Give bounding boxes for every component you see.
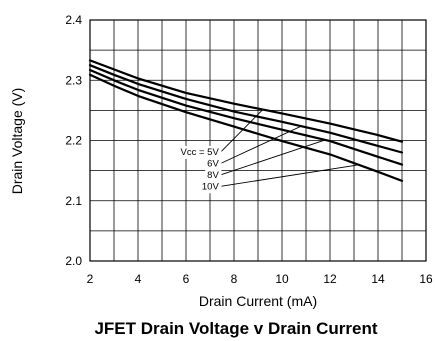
x-tick-label: 2 (87, 272, 94, 286)
x-tick-label: 16 (419, 272, 433, 286)
series-line-0 (88, 59, 404, 143)
y-tick-label: 2.0 (65, 254, 82, 268)
y-axis-label: Drain Voltage (V) (9, 88, 25, 195)
x-tick-label: 6 (183, 272, 190, 286)
plot-frame (89, 19, 427, 262)
tick-labels: 2 4 6 8 10 12 14 16 2.0 2.1 2.2 2.3 2.4 (65, 13, 433, 286)
annotation-label-background (205, 157, 222, 171)
x-axis-label: Drain Current (mA) (199, 293, 317, 309)
y-tick-label: 2.4 (65, 13, 82, 27)
annotation-leader-0 (220, 109, 264, 153)
annotation-label-background (178, 145, 222, 159)
series-line-3 (88, 73, 404, 182)
x-tick-label: 10 (275, 272, 289, 286)
chart-title: JFET Drain Voltage v Drain Current (94, 319, 377, 338)
series-lines (88, 59, 404, 182)
annotation-label-background (205, 168, 222, 182)
x-tick-label: 8 (231, 272, 238, 286)
x-tick-label: 14 (371, 272, 385, 286)
x-tick-label: 12 (323, 272, 337, 286)
y-tick-label: 2.1 (65, 194, 82, 208)
y-tick-label: 2.2 (65, 134, 82, 148)
annotation-leader-1 (220, 125, 302, 164)
annotation-label-3: 10V (202, 181, 220, 192)
annotation-label-2: 8V (207, 170, 219, 181)
grid (89, 19, 427, 262)
series-line-1 (88, 64, 404, 154)
x-tick-label: 4 (135, 272, 142, 286)
plot-border (89, 19, 427, 262)
series-line-2 (88, 68, 404, 166)
y-tick-label: 2.3 (65, 73, 82, 87)
annotation-leader-3 (220, 164, 359, 187)
annotation-label-1: 6V (207, 158, 219, 169)
annotation-leaders (220, 109, 359, 187)
annotation-leader-2 (220, 139, 326, 176)
annotation-label-0: Vcc = 5V (181, 147, 220, 158)
annotation-label-background (199, 180, 222, 194)
